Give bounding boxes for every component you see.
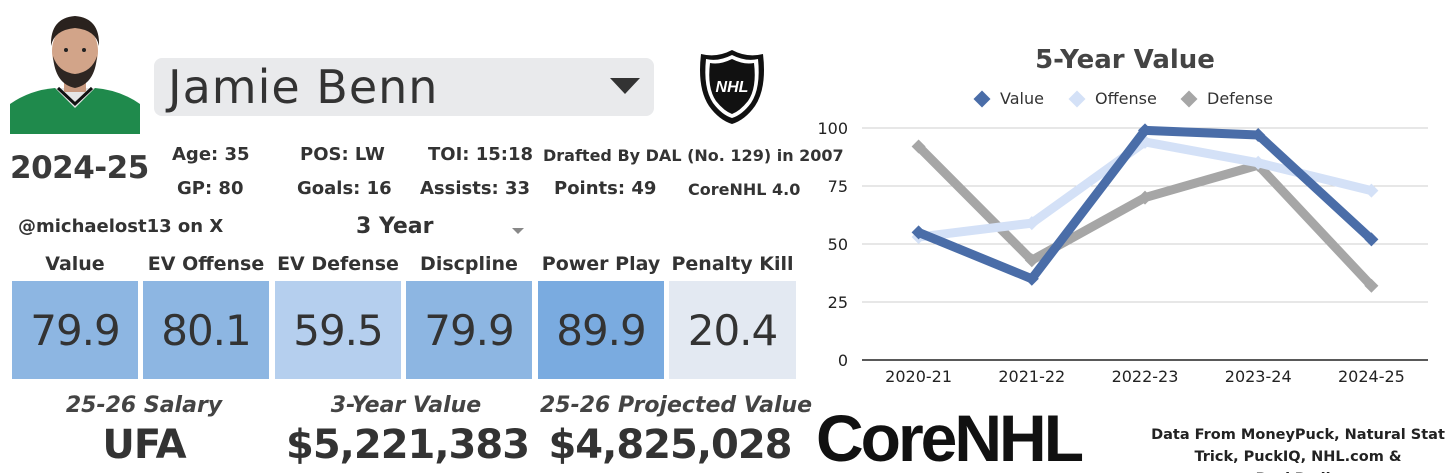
legend-item-defense: Defense xyxy=(1180,89,1273,108)
stat-position: POS: LW xyxy=(300,144,385,165)
projected-value: $4,825,028 xyxy=(548,422,792,468)
x-tick-label: 2021-22 xyxy=(998,367,1065,386)
metric-label-ev-offense: EV Offense xyxy=(147,253,265,275)
legend-marker-value xyxy=(973,90,991,107)
season-label: 2024-25 xyxy=(10,150,149,186)
y-tick-label: 0 xyxy=(838,351,848,370)
legend-label-offense: Offense xyxy=(1095,89,1157,108)
data-point-value xyxy=(1024,271,1039,286)
x-tick-label: 2024-25 xyxy=(1338,367,1405,386)
metric-box-power-play: 89.9 xyxy=(538,281,664,379)
metric-box-ev-offense: 80.1 xyxy=(143,281,269,379)
svg-text:NHL: NHL xyxy=(716,79,749,96)
x-tick-label: 2022-23 xyxy=(1112,367,1179,386)
salary-label: 25-26 Salary xyxy=(65,393,223,418)
corenhl-logo: CoreNHL xyxy=(816,400,1084,473)
metric-label-penalty-kill: Penalty Kill xyxy=(671,253,794,275)
metric-label-power-play: Power Play xyxy=(541,253,661,275)
chevron-down-icon xyxy=(610,78,640,94)
player-select-dropdown[interactable]: Jamie Benn xyxy=(154,58,654,116)
data-point-defense xyxy=(1024,253,1039,268)
nhl-logo: NHL xyxy=(697,48,767,126)
corenhl-logo-text: CoreNHL xyxy=(816,401,1084,473)
data-point-defense xyxy=(1364,278,1379,293)
legend-label-value: Value xyxy=(1000,89,1044,108)
data-credit: Data From MoneyPuck, Natural Stat Trick,… xyxy=(1151,427,1445,473)
player-photo xyxy=(10,6,140,134)
chevron-down-icon[interactable] xyxy=(512,228,524,234)
data-point-value xyxy=(911,225,926,240)
metric-label-ev-defense: EV Defense xyxy=(277,253,399,275)
y-tick-label: 50 xyxy=(828,235,848,254)
data-point-value xyxy=(1364,232,1379,247)
three-year-value-label: 3-Year Value xyxy=(330,393,482,418)
legend-label-defense: Defense xyxy=(1207,89,1273,108)
data-point-defense xyxy=(911,139,926,154)
x-tick-label: 2020-21 xyxy=(885,367,952,386)
projected-value-label: 25-26 Projected Value xyxy=(540,393,813,418)
y-tick-label: 25 xyxy=(828,293,848,312)
stat-goals: Goals: 16 xyxy=(297,178,392,199)
stat-points: Points: 49 xyxy=(554,178,657,199)
three-year-value: $5,221,383 xyxy=(286,422,530,468)
chart-title: 5-Year Value xyxy=(1035,45,1215,75)
stat-drafted: Drafted By DAL (No. 129) in 2007 xyxy=(543,146,844,165)
data-point-defense xyxy=(1138,190,1152,205)
data-point-offense xyxy=(1024,216,1039,231)
metric-label-discipline: Discpline xyxy=(420,253,518,275)
legend-marker-defense xyxy=(1180,90,1198,107)
stat-gp: GP: 80 xyxy=(177,178,244,199)
legend-item-offense: Offense xyxy=(1068,89,1157,108)
five-year-value-chart: 0 25 50 75 100 2020-21 2021-22 2022-23 2023-24 20… xyxy=(817,119,1428,386)
x-tick-label: 2023-24 xyxy=(1225,367,1292,386)
data-point-offense xyxy=(1251,155,1266,170)
stat-age: Age: 35 xyxy=(172,144,250,165)
author-handle: @michaelost13 on X xyxy=(18,216,224,237)
data-point-value xyxy=(1251,127,1266,142)
legend-item-value: Value xyxy=(973,89,1044,108)
legend-marker-offense xyxy=(1068,90,1086,107)
metric-box-penalty-kill: 20.4 xyxy=(669,281,796,379)
metric-box-discipline: 79.9 xyxy=(406,281,532,379)
stat-toi: TOI: 15:18 xyxy=(428,144,534,165)
player-name: Jamie Benn xyxy=(168,60,439,114)
model-version: CoreNHL 4.0 xyxy=(688,180,801,199)
data-point-offense xyxy=(1364,183,1379,198)
series-line-offense xyxy=(914,137,1376,242)
y-tick-label: 75 xyxy=(828,177,848,196)
data-point-value xyxy=(1138,123,1152,138)
year-selector[interactable]: 3 Year xyxy=(356,214,434,239)
metric-box-ev-defense: 59.5 xyxy=(275,281,401,379)
stat-assists: Assists: 33 xyxy=(420,178,531,199)
y-tick-label: 100 xyxy=(817,119,848,138)
salary-value: UFA xyxy=(102,422,186,468)
data-point-offense xyxy=(1138,134,1152,149)
metric-label-value: Value xyxy=(45,253,105,275)
metric-box-value: 79.9 xyxy=(12,281,138,379)
